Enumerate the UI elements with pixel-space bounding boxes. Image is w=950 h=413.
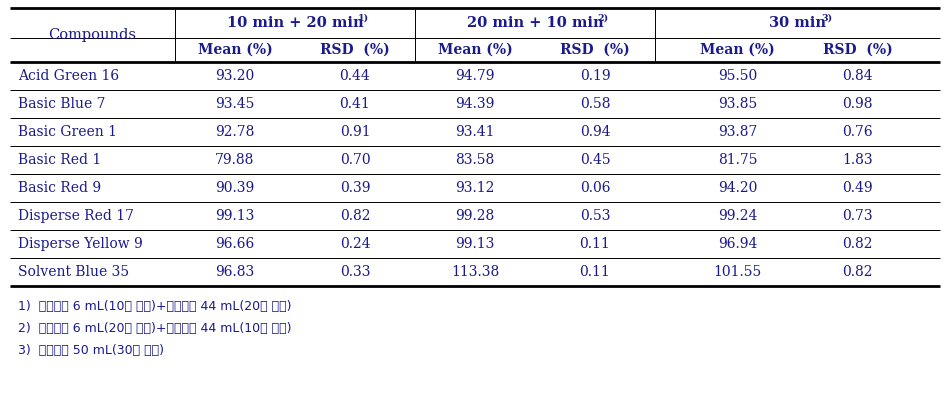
Text: RSD  (%): RSD (%) — [823, 43, 892, 57]
Text: RSD  (%): RSD (%) — [560, 43, 630, 57]
Text: 99.13: 99.13 — [455, 237, 495, 251]
Text: 93.45: 93.45 — [216, 97, 255, 111]
Text: 90.39: 90.39 — [216, 181, 255, 195]
Text: 0.94: 0.94 — [580, 125, 610, 139]
Text: Mean (%): Mean (%) — [198, 43, 273, 57]
Text: Solvent Blue 35: Solvent Blue 35 — [18, 265, 129, 279]
Text: 94.39: 94.39 — [455, 97, 495, 111]
Text: 0.24: 0.24 — [340, 237, 370, 251]
Text: 0.44: 0.44 — [340, 69, 370, 83]
Text: 101.55: 101.55 — [713, 265, 762, 279]
Text: 99.13: 99.13 — [216, 209, 255, 223]
Text: Basic Red 1: Basic Red 1 — [18, 153, 102, 167]
Text: Basic Blue 7: Basic Blue 7 — [18, 97, 105, 111]
Text: RSD  (%): RSD (%) — [320, 43, 390, 57]
Text: 99.28: 99.28 — [455, 209, 495, 223]
Text: 0.91: 0.91 — [340, 125, 370, 139]
Text: 94.79: 94.79 — [455, 69, 495, 83]
Text: Disperse Red 17: Disperse Red 17 — [18, 209, 134, 223]
Text: 3): 3) — [821, 14, 832, 22]
Text: 93.20: 93.20 — [216, 69, 255, 83]
Text: 2): 2) — [598, 14, 609, 22]
Text: 95.50: 95.50 — [718, 69, 757, 83]
Text: 96.94: 96.94 — [718, 237, 757, 251]
Text: 3)  추출용매 50 mL(30분 추출): 3) 추출용매 50 mL(30분 추출) — [18, 344, 164, 356]
Text: 20 min + 10 min: 20 min + 10 min — [466, 16, 603, 30]
Text: 0.45: 0.45 — [580, 153, 610, 167]
Text: Mean (%): Mean (%) — [700, 43, 775, 57]
Text: 0.19: 0.19 — [580, 69, 610, 83]
Text: 83.58: 83.58 — [455, 153, 495, 167]
Text: 93.85: 93.85 — [718, 97, 757, 111]
Text: 0.53: 0.53 — [580, 209, 610, 223]
Text: 0.49: 0.49 — [843, 181, 873, 195]
Text: 0.39: 0.39 — [340, 181, 370, 195]
Text: 79.88: 79.88 — [216, 153, 255, 167]
Text: 0.73: 0.73 — [843, 209, 873, 223]
Text: 92.78: 92.78 — [216, 125, 255, 139]
Text: 1): 1) — [357, 14, 369, 22]
Text: Basic Red 9: Basic Red 9 — [18, 181, 101, 195]
Text: 0.98: 0.98 — [843, 97, 873, 111]
Text: 0.82: 0.82 — [340, 209, 370, 223]
Text: 0.06: 0.06 — [580, 181, 610, 195]
Text: 94.20: 94.20 — [718, 181, 757, 195]
Text: Mean (%): Mean (%) — [438, 43, 512, 57]
Text: 0.84: 0.84 — [843, 69, 873, 83]
Text: 113.38: 113.38 — [451, 265, 499, 279]
Text: 0.82: 0.82 — [843, 265, 873, 279]
Text: 30 min: 30 min — [769, 16, 826, 30]
Text: 2)  추출용매 6 mL(20분 추출)+추출용매 44 mL(10분 추출): 2) 추출용매 6 mL(20분 추출)+추출용매 44 mL(10분 추출) — [18, 321, 292, 335]
Text: 0.70: 0.70 — [340, 153, 370, 167]
Text: 0.33: 0.33 — [340, 265, 370, 279]
Text: 10 min + 20 min: 10 min + 20 min — [227, 16, 363, 30]
Text: 0.11: 0.11 — [580, 237, 610, 251]
Text: 96.83: 96.83 — [216, 265, 255, 279]
Text: Acid Green 16: Acid Green 16 — [18, 69, 119, 83]
Text: 93.12: 93.12 — [455, 181, 495, 195]
Text: 0.82: 0.82 — [843, 237, 873, 251]
Text: 81.75: 81.75 — [718, 153, 757, 167]
Text: Basic Green 1: Basic Green 1 — [18, 125, 117, 139]
Text: 0.76: 0.76 — [843, 125, 873, 139]
Text: 1.83: 1.83 — [843, 153, 873, 167]
Text: 1)  추출용매 6 mL(10분 추출)+추출용매 44 mL(20분 추출): 1) 추출용매 6 mL(10분 추출)+추출용매 44 mL(20분 추출) — [18, 299, 292, 313]
Text: Compounds: Compounds — [48, 28, 137, 42]
Text: 0.11: 0.11 — [580, 265, 610, 279]
Text: 0.41: 0.41 — [340, 97, 370, 111]
Text: 0.58: 0.58 — [580, 97, 610, 111]
Text: 93.41: 93.41 — [455, 125, 495, 139]
Text: Disperse Yellow 9: Disperse Yellow 9 — [18, 237, 142, 251]
Text: 96.66: 96.66 — [216, 237, 255, 251]
Text: 99.24: 99.24 — [718, 209, 757, 223]
Text: 93.87: 93.87 — [718, 125, 757, 139]
